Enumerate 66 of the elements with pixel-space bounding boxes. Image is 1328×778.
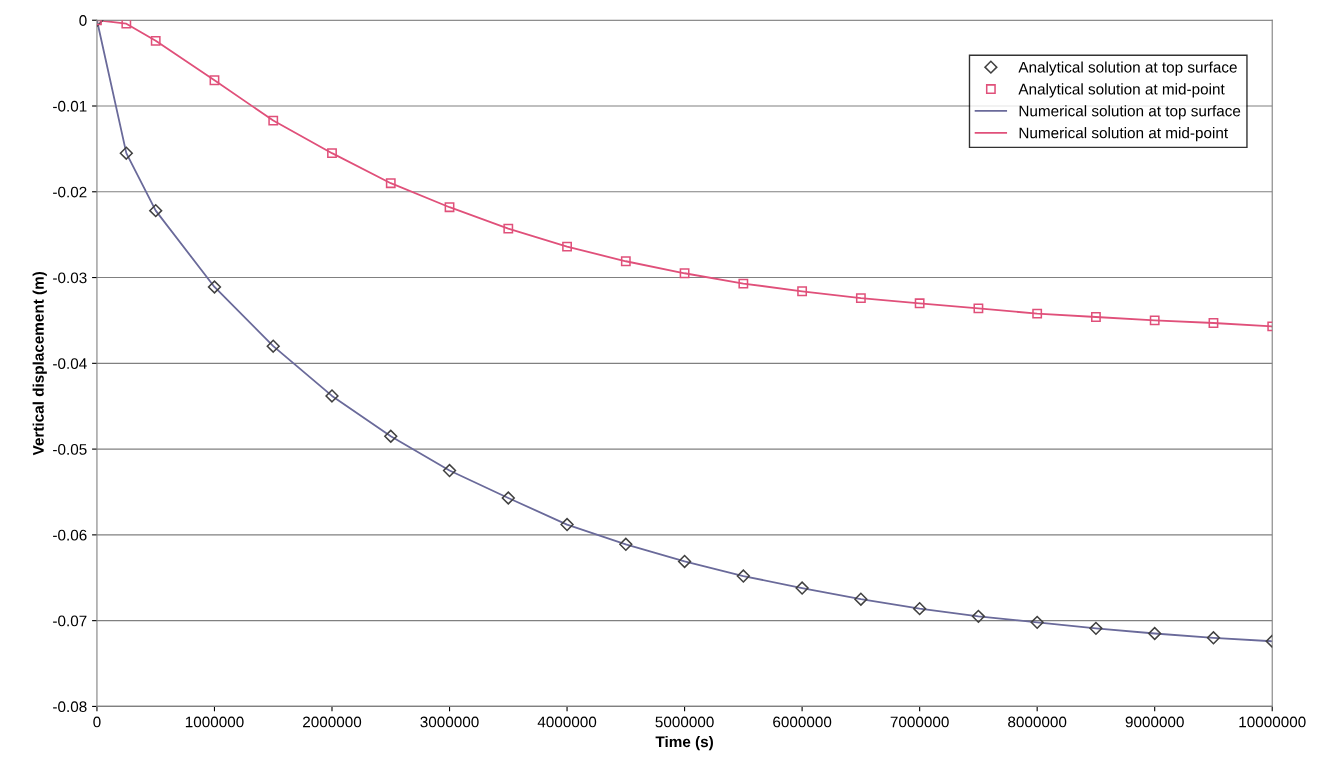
- x-tick-label: 9000000: [1125, 716, 1184, 728]
- point: [325, 389, 339, 403]
- y-tick-label: -0.01: [53, 100, 87, 112]
- x-tick-label: 5000000: [655, 716, 714, 728]
- y-tick-label: -0.08: [53, 701, 87, 713]
- point: [677, 554, 692, 569]
- y-tick-label: -0.05: [53, 443, 87, 455]
- point: [503, 223, 514, 234]
- point: [854, 592, 868, 606]
- y-tick-label: -0.06: [53, 529, 87, 541]
- point: [444, 202, 455, 213]
- x-tick-label: 0: [93, 716, 101, 728]
- x-axis-title: Time (s): [655, 735, 713, 751]
- point: [121, 20, 132, 29]
- x-tick-label: 4000000: [537, 716, 597, 728]
- x-tick-label: 10000000: [1239, 716, 1306, 728]
- point: [1148, 626, 1162, 641]
- point: [385, 178, 396, 189]
- point: [150, 35, 161, 46]
- x-tick-label: 1000000: [185, 716, 244, 728]
- point: [679, 268, 690, 279]
- point: [501, 491, 515, 505]
- point: [384, 429, 398, 443]
- y-axis-title: Vertical displacement (m): [32, 271, 47, 456]
- point: [619, 537, 633, 551]
- point: [1208, 318, 1219, 328]
- point: [327, 148, 337, 159]
- point: [914, 298, 925, 309]
- point: [620, 256, 631, 267]
- point: [1032, 308, 1043, 319]
- point: [912, 601, 927, 616]
- point: [797, 286, 808, 297]
- point: [1149, 315, 1160, 326]
- point: [266, 339, 280, 353]
- x-tick-label: 6000000: [773, 716, 832, 728]
- point: [268, 115, 279, 126]
- point: [795, 581, 809, 595]
- point: [560, 517, 574, 532]
- x-tick-label: 8000000: [1008, 716, 1067, 728]
- point: [119, 146, 133, 160]
- y-tick-label: -0.04: [53, 358, 87, 370]
- point: [738, 278, 749, 289]
- point: [442, 463, 457, 478]
- point: [736, 569, 751, 583]
- point: [855, 293, 866, 304]
- x-tick-label: 3000000: [420, 716, 479, 728]
- x-tick-label: 7000000: [890, 716, 949, 728]
- point: [971, 609, 986, 624]
- y-tick-label: -0.03: [53, 272, 87, 284]
- point: [1089, 621, 1103, 636]
- y-tick-label: -0.02: [53, 186, 87, 198]
- point: [1206, 631, 1221, 645]
- point: [1091, 312, 1101, 322]
- point: [1030, 615, 1044, 630]
- x-tick-label: 2000000: [303, 716, 362, 728]
- point: [209, 75, 220, 86]
- point: [207, 280, 222, 294]
- legend-label: Numerical solution at mid-point: [1019, 127, 1228, 142]
- legend-label: Analytical solution at mid-point: [1018, 83, 1225, 98]
- y-tick-label: -0.07: [53, 615, 87, 627]
- point: [562, 241, 572, 252]
- point: [973, 303, 984, 314]
- legend-label: Analytical solution at top surface: [1018, 61, 1237, 76]
- point: [149, 203, 163, 218]
- legend-label: Numerical solution at top surface: [1019, 105, 1241, 120]
- y-tick-label: 0: [79, 15, 87, 26]
